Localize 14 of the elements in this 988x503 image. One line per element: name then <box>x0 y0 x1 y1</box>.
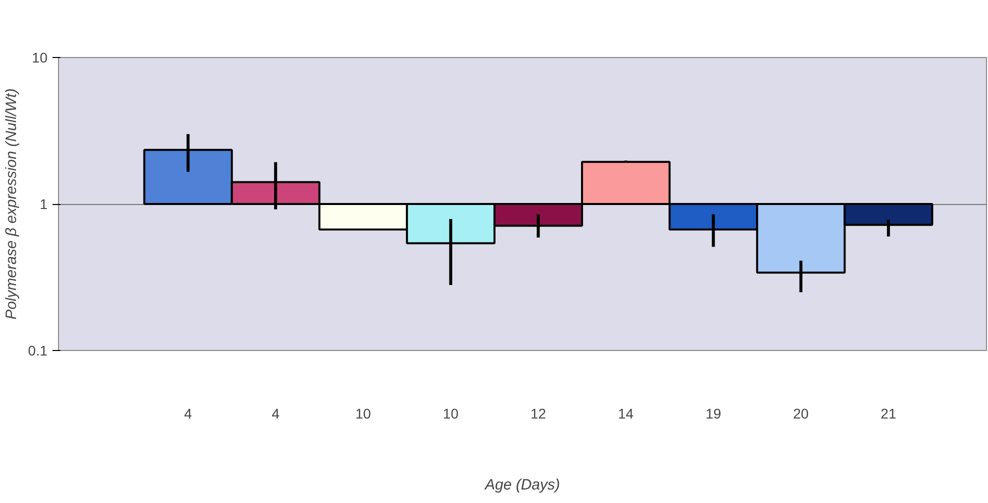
y-tick-label: 1 <box>40 196 48 212</box>
x-tick-label: 4 <box>272 406 280 422</box>
y-tick-label: 0.1 <box>28 342 48 358</box>
y-tick-label: 10 <box>32 50 48 66</box>
x-tick-label: 19 <box>706 406 722 422</box>
x-axis-title: Age (Days) <box>484 476 560 494</box>
y-axis-title: Polymerase β expression (Null/Wt) <box>3 88 20 320</box>
x-tick-label: 20 <box>793 406 809 422</box>
x-tick-label: 14 <box>618 406 634 422</box>
x-tick-label: 4 <box>184 406 192 422</box>
x-tick-label: 10 <box>442 406 459 422</box>
x-tick-label: 21 <box>880 406 896 422</box>
x-tick-label: 10 <box>355 406 372 422</box>
x-tick-label: 12 <box>530 406 546 422</box>
